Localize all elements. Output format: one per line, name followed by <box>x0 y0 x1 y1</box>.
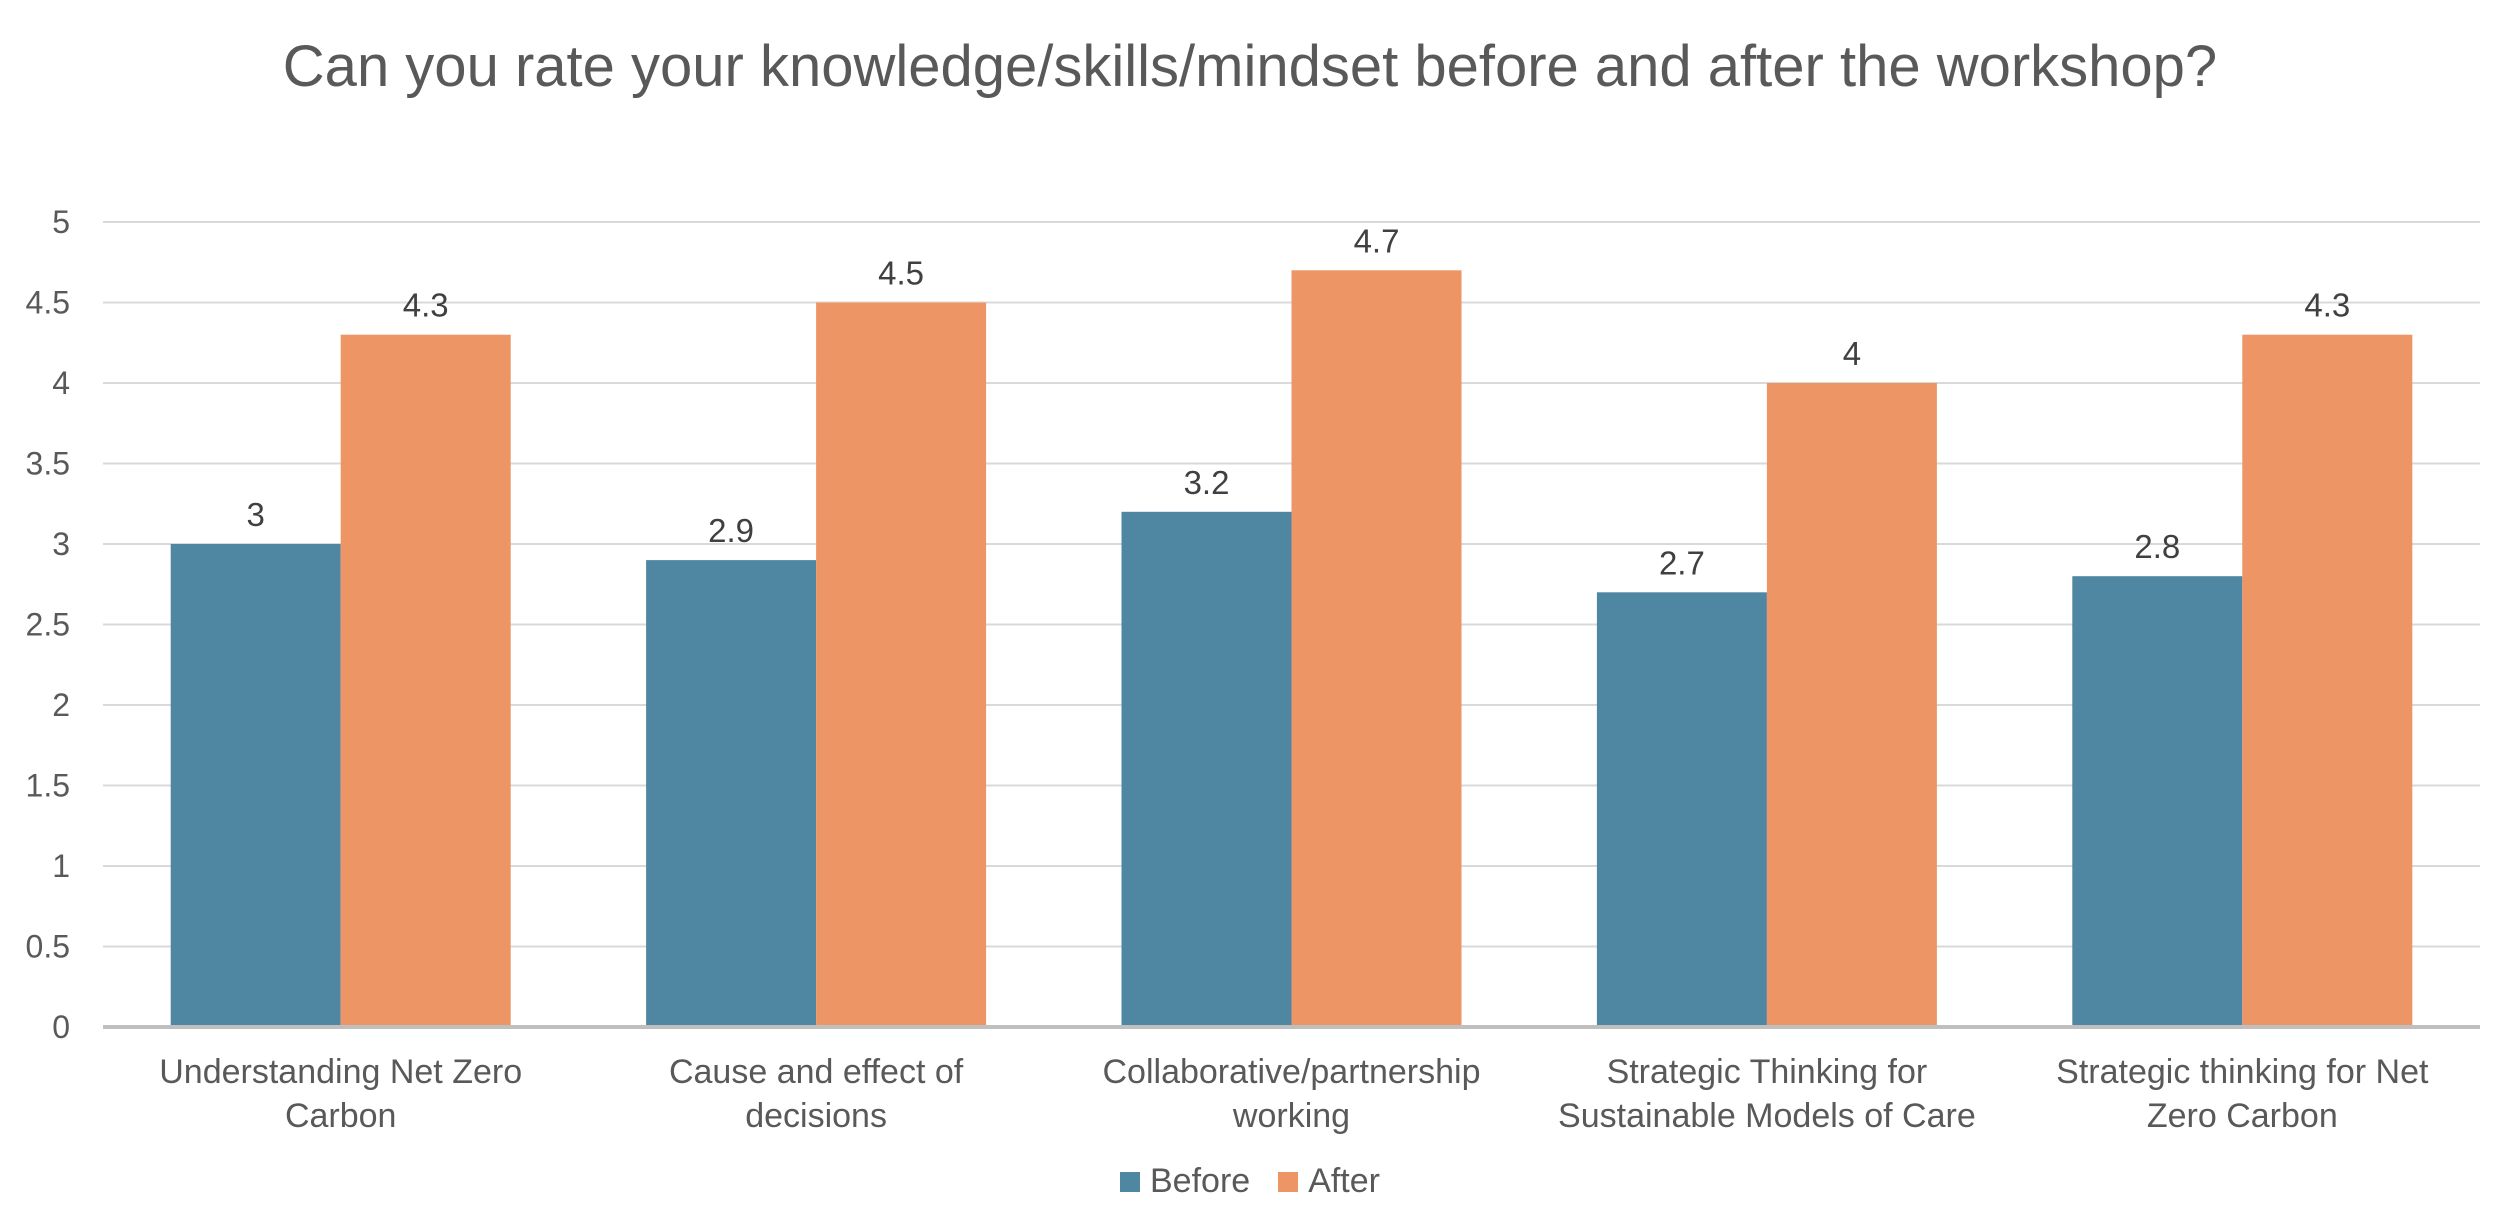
x-tick-label: Cause and effect of decisions <box>669 1053 964 1135</box>
data-label: 4.3 <box>2304 287 2350 324</box>
y-tick-label: 5 <box>52 204 70 240</box>
x-tick-label-line: Strategic Thinking for <box>1607 1053 1928 1091</box>
legend-item-after[interactable]: After <box>1278 1162 1380 1201</box>
y-tick-label: 0 <box>52 1009 70 1045</box>
bar-before <box>2072 576 2243 1027</box>
x-tick-label-line: Collaborative/partnership <box>1103 1053 1481 1091</box>
y-tick-label: 2 <box>52 687 70 723</box>
legend-label-before: Before <box>1150 1162 1251 1200</box>
y-tick-label: 4.5 <box>26 285 70 321</box>
x-tick-label: Collaborative/partnership working <box>1103 1053 1481 1135</box>
bar-before <box>646 560 817 1027</box>
bar-after <box>1766 383 1937 1027</box>
x-tick-label-line: decisions <box>745 1097 887 1135</box>
x-tick-label-line: Carbon <box>285 1097 397 1135</box>
bar-after <box>1291 270 1462 1027</box>
data-label: 4.3 <box>403 287 449 324</box>
bar-after <box>2242 334 2413 1027</box>
data-label: 4.7 <box>1354 222 1400 259</box>
legend-label-after: After <box>1308 1162 1380 1200</box>
chart-title: Can you rate your knowledge/skills/minds… <box>282 34 2218 99</box>
bar-after <box>816 302 987 1027</box>
y-tick-label: 3.5 <box>26 446 70 482</box>
bar-after <box>340 334 511 1027</box>
bar-before <box>1596 592 1767 1027</box>
x-tick-label-line: Understanding Net Zero <box>159 1053 522 1091</box>
y-tick-label: 1.5 <box>26 768 70 804</box>
x-tick-label: Understanding Net Zero Carbon <box>159 1053 522 1135</box>
data-label: 3.2 <box>1184 464 1230 501</box>
bar-before <box>170 544 341 1027</box>
x-tick-label: Strategic Thinking for Sustainable Models… <box>1558 1053 1976 1135</box>
bar-before <box>1121 511 1292 1027</box>
legend-swatch-before <box>1120 1171 1140 1192</box>
y-tick-label: 2.5 <box>26 607 70 643</box>
legend-item-before[interactable]: Before <box>1120 1162 1250 1201</box>
data-label: 2.8 <box>2134 528 2180 565</box>
data-label: 2.7 <box>1659 544 1705 581</box>
data-label: 4 <box>1843 335 1861 372</box>
y-tick-label: 3 <box>52 526 70 562</box>
y-tick-label: 1 <box>52 848 70 884</box>
data-label: 2.9 <box>708 512 754 549</box>
data-label: 4.5 <box>878 255 924 292</box>
x-tick-label-line: working <box>1232 1097 1350 1135</box>
x-tick-label-line: Cause and effect of <box>669 1053 964 1091</box>
x-tick-label: Strategic thinking for Net Zero Carbon <box>2056 1053 2429 1135</box>
y-tick-label: 4 <box>52 365 70 401</box>
legend-swatch-after <box>1278 1171 1299 1192</box>
x-tick-label-line: Zero Carbon <box>2147 1097 2338 1135</box>
y-tick-label: 0.5 <box>26 929 70 965</box>
data-label: 3 <box>247 496 265 533</box>
x-tick-label-line: Strategic thinking for Net <box>2056 1053 2429 1091</box>
legend: Before After <box>0 1162 2500 1201</box>
x-tick-label-line: Sustainable Models of Care <box>1558 1097 1976 1135</box>
